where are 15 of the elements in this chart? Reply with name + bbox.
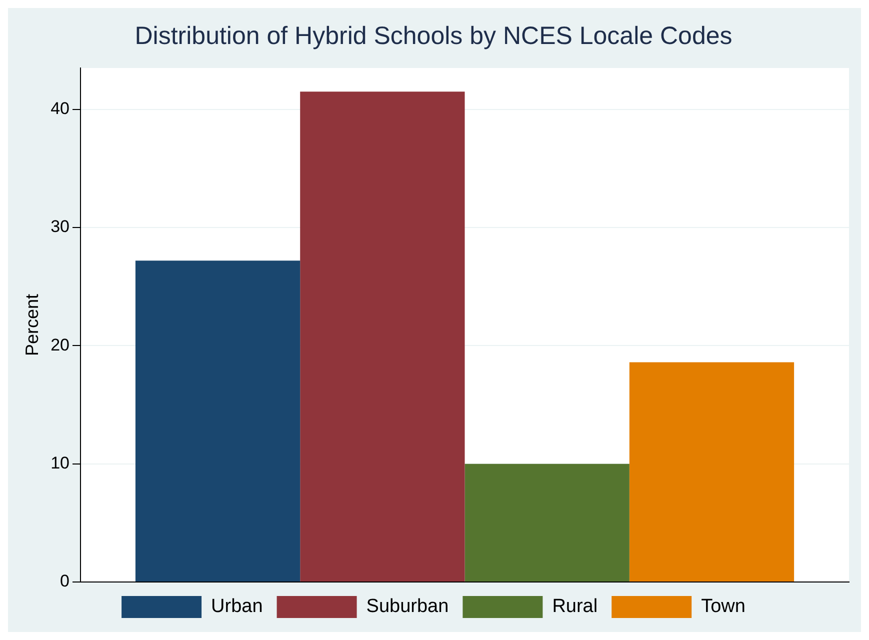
y-tick-label: 10 bbox=[50, 454, 70, 473]
bar bbox=[464, 464, 630, 582]
y-tick-label: 30 bbox=[50, 217, 70, 236]
bar bbox=[300, 92, 465, 582]
chart-title: Distribution of Hybrid Schools by NCES Locale Codes bbox=[134, 22, 732, 50]
y-tick-label: 0 bbox=[60, 572, 70, 591]
y-tick-label: 40 bbox=[50, 99, 70, 118]
y-axis-title: Percent bbox=[22, 294, 42, 356]
legend-label: Urban bbox=[211, 596, 263, 618]
legend-label: Rural bbox=[552, 596, 598, 618]
bar bbox=[629, 362, 794, 582]
legend-label: Suburban bbox=[366, 596, 449, 618]
legend-label: Town bbox=[701, 596, 746, 618]
y-tick-label: 20 bbox=[50, 335, 70, 354]
bar bbox=[135, 260, 300, 582]
